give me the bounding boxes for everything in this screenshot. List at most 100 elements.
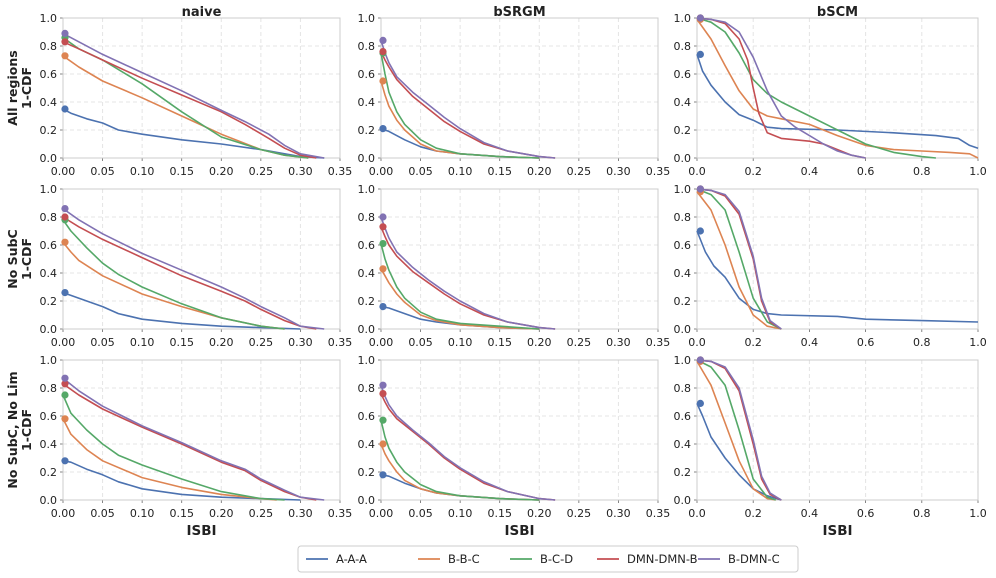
y-tick-label: 0.8 (40, 382, 58, 395)
x-tick-label: 0.20 (527, 336, 552, 349)
series-start-point-b-dmn-c (696, 356, 704, 364)
x-tick-label: 0.4 (801, 336, 819, 349)
x-tick-label: 0.15 (487, 507, 512, 520)
series-start-point-b-dmn-c (696, 14, 704, 22)
panel-r0-c2: 0.0 0.2 0.4 0.6 0.8 1.0 0.0 0.2 0.4 0.6 0.8 1.0 (674, 12, 987, 178)
row-label-2: No SubC, No Lim (5, 371, 20, 488)
x-tick-label: 0.30 (606, 507, 631, 520)
series-start-point-b-b-c (379, 265, 387, 273)
x-tick-label: 0.2 (744, 165, 762, 178)
series-start-point-a-a-a (696, 399, 704, 407)
y-tick-label: 0.6 (40, 68, 58, 81)
y-tick-label: 0.8 (674, 40, 692, 53)
y-tick-label: 1.0 (358, 183, 376, 196)
x-tick-label: 0.05 (90, 507, 115, 520)
x-tick-label: 0.00 (369, 507, 394, 520)
y-tick-label: 0.2 (358, 295, 376, 308)
x-tick-label: 0.05 (408, 336, 433, 349)
x-tick-label: 0.2 (744, 507, 762, 520)
series-start-point-b-dmn-c (61, 374, 69, 382)
series-line-b-dmn-c (62, 32, 325, 159)
panel-frame (62, 359, 341, 501)
x-tick-label: 0.30 (288, 165, 313, 178)
panel-r1-c2: 0.0 0.2 0.4 0.6 0.8 1.0 0.0 0.2 0.4 0.6 0.8 1.0 (674, 183, 987, 349)
series-line-b-b-c (380, 268, 540, 330)
x-tick-label: 0.00 (51, 336, 76, 349)
y-tick-label: 0.8 (358, 211, 376, 224)
series-line-a-a-a (62, 460, 301, 501)
series-line-b-c-d (696, 17, 936, 159)
x-tick-label: 0.0 (688, 165, 706, 178)
x-tick-label: 0.8 (913, 165, 931, 178)
x-tick-label: 0.25 (249, 507, 274, 520)
y-tick-label: 0.8 (358, 40, 376, 53)
series-line-b-c-d (696, 188, 782, 330)
x-tick-label: 0.35 (328, 507, 353, 520)
panel-r2-c1: 0.0 0.2 0.4 0.6 0.8 1.0 0.00 0.05 0.10 0.15 0.20 0.… (358, 354, 671, 520)
panel-background (381, 189, 658, 329)
y-tick-label: 0.0 (674, 323, 692, 336)
x-tick-label: 0.6 (857, 507, 875, 520)
x-tick-label: 0.20 (527, 507, 552, 520)
series-start-point-b-dmn-c (379, 213, 387, 221)
panel-background (697, 189, 978, 329)
y-tick-label: 0.0 (40, 323, 58, 336)
column-title-2: bSCM (817, 5, 858, 20)
x-tick-label: 0.8 (913, 507, 931, 520)
x-tick-label: 0.0 (688, 336, 706, 349)
panel-background (63, 360, 340, 500)
y-tick-label: 1.0 (40, 354, 58, 367)
x-tick-label: 0.10 (130, 507, 155, 520)
y-tick-label: 0.4 (358, 267, 376, 280)
panel-r0-c0: 0.0 0.2 0.4 0.6 0.8 1.0 0.00 0.05 0.10 0.15 0.20 0.… (40, 12, 353, 178)
row-label-group-2: No SubC, No Lim 1-CDF (5, 371, 34, 488)
x-tick-label: 0.10 (448, 165, 473, 178)
row-label-group-1: No SubC 1-CDF (5, 229, 34, 288)
panel-background (63, 18, 340, 158)
series-line-dmn-dmn-b (62, 216, 317, 330)
x-tick-label: 1.0 (969, 336, 987, 349)
row-label-group-0: All regions 1-CDF (5, 50, 34, 125)
x-tick-label: 1.0 (969, 165, 987, 178)
legend-frame (297, 545, 799, 573)
y-tick-label: 0.2 (674, 466, 692, 479)
panel-r2-c0: 0.0 0.2 0.4 0.6 0.8 1.0 0.00 0.05 0.10 0.15 0.20 0.… (40, 354, 353, 520)
series-start-point-b-b-c (61, 415, 69, 423)
panel-background (381, 360, 658, 500)
series-start-point-b-b-c (61, 52, 69, 60)
x-tick-label: 0.35 (328, 165, 353, 178)
x-tick-label: 0.2 (744, 336, 762, 349)
series-line-b-b-c (696, 18, 979, 159)
x-tick-label: 0.20 (209, 336, 234, 349)
column-title-1: bSRGM (493, 5, 545, 20)
series-line-b-c-d (696, 359, 776, 501)
y-axis-label-2: 1-CDF (19, 409, 34, 451)
series-line-a-a-a (62, 108, 325, 159)
series-start-point-a-a-a (379, 125, 387, 133)
x-tick-label: 0.35 (646, 336, 671, 349)
series-line-b-dmn-c (62, 207, 325, 330)
series-line-b-b-c (696, 191, 782, 330)
row-label-0: All regions (5, 50, 20, 125)
row-label-1: No SubC (5, 229, 20, 288)
y-axis-label-1: 1-CDF (19, 238, 34, 280)
y-tick-label: 0.0 (358, 323, 376, 336)
series-start-point-a-a-a (696, 227, 704, 235)
series-start-point-b-c-d (61, 391, 69, 399)
y-tick-label: 0.4 (40, 96, 58, 109)
series-start-point-b-b-c (379, 440, 387, 448)
x-tick-label: 0.25 (249, 165, 274, 178)
x-tick-label: 0.15 (487, 165, 512, 178)
series-line-b-dmn-c (380, 216, 556, 330)
y-tick-label: 0.4 (674, 438, 692, 451)
series-start-point-b-c-d (379, 240, 387, 248)
legend-label-b-b-c: B-B-C (448, 552, 480, 566)
y-tick-label: 1.0 (674, 183, 692, 196)
x-tick-label: 0.25 (567, 507, 592, 520)
x-tick-label: 0.15 (487, 336, 512, 349)
x-tick-label: 0.15 (169, 165, 194, 178)
y-tick-label: 0.4 (674, 267, 692, 280)
series-line-a-a-a (696, 54, 979, 149)
y-tick-label: 0.4 (40, 267, 58, 280)
y-tick-label: 0.8 (40, 40, 58, 53)
